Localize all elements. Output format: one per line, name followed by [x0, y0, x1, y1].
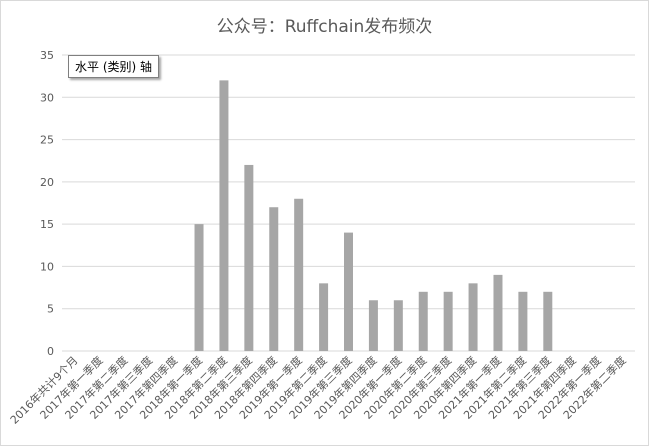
bar-16[interactable]: [443, 291, 453, 351]
bar-14[interactable]: [393, 300, 403, 351]
y-axis[interactable]: 0 5 10 15 20 25 30 35: [40, 49, 54, 358]
x-axis[interactable]: 2016年共计9个月2017年第一季度2017年第二季度2017年第三季度201…: [7, 353, 629, 427]
bar-6[interactable]: [194, 224, 204, 351]
bar-20[interactable]: [543, 291, 553, 351]
y-tick-label: 15: [40, 218, 54, 231]
bar-19[interactable]: [518, 291, 528, 351]
gridlines: [62, 54, 635, 310]
chart-title[interactable]: 公众号：Ruffchain发布频次: [216, 17, 433, 37]
bar-15[interactable]: [418, 291, 428, 351]
y-tick-label: 25: [40, 134, 54, 147]
y-tick-label: 5: [47, 303, 54, 316]
y-tick-label: 0: [47, 345, 54, 358]
series-bars[interactable]: [194, 80, 553, 351]
axis-tooltip: 水平 (类别) 轴: [68, 55, 159, 78]
y-tick-label: 20: [40, 176, 54, 189]
bar-13[interactable]: [368, 300, 378, 351]
bar-10[interactable]: [294, 198, 304, 351]
y-tick-label: 30: [40, 91, 54, 104]
bar-12[interactable]: [344, 232, 353, 351]
bar-11[interactable]: [319, 283, 329, 351]
bar-18[interactable]: [493, 274, 503, 351]
bar-7[interactable]: [219, 80, 229, 351]
bar-17[interactable]: [468, 283, 478, 351]
bar-8[interactable]: [244, 164, 254, 351]
y-tick-label: 35: [40, 49, 54, 62]
y-tick-label: 10: [40, 260, 54, 273]
bar-9[interactable]: [269, 207, 279, 351]
